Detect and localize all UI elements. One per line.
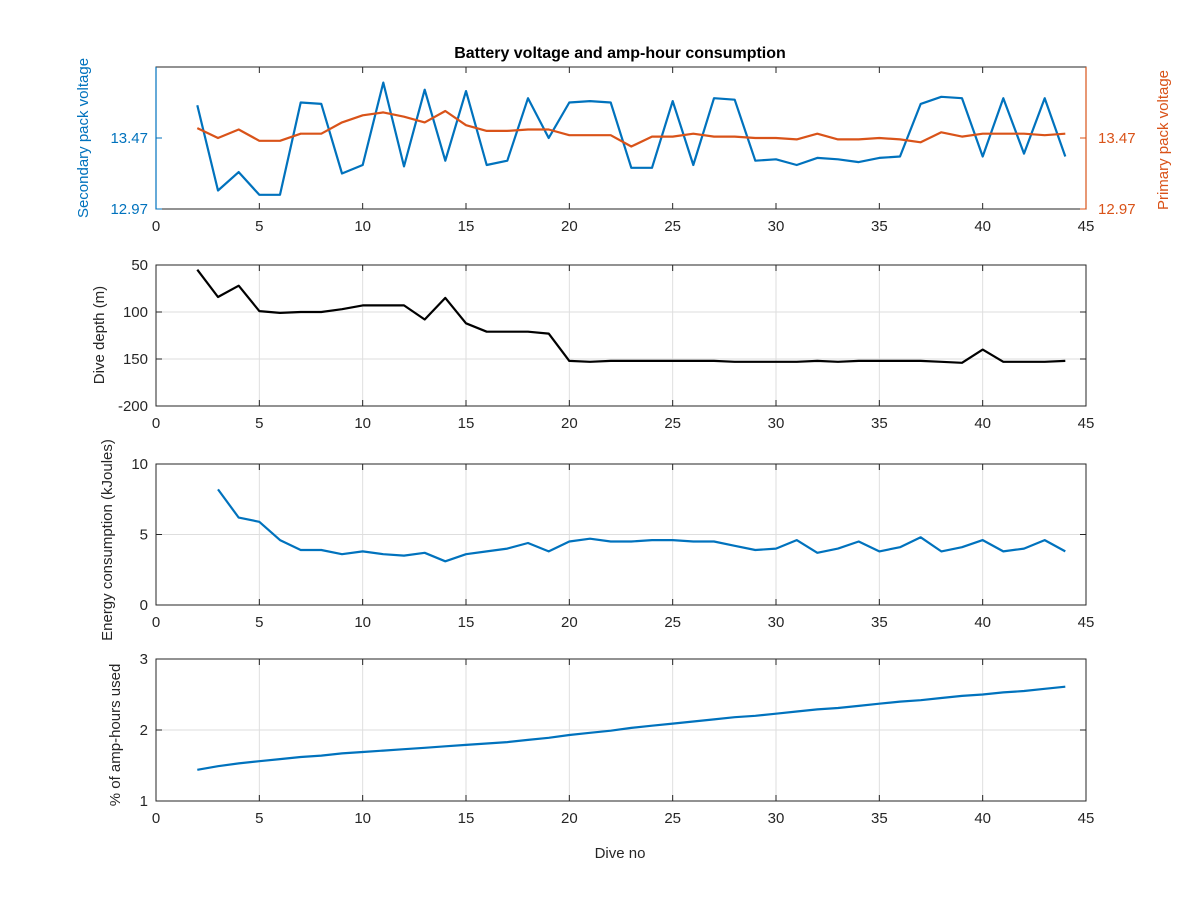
dive-depth-subplot: 0 5 10 15 20 25 30 35 40 45 50 100 150 -200 <box>118 257 1094 432</box>
series-line-2 <box>196 109 1066 148</box>
energy-y-axis-label: Energy consumption (kJoules) <box>99 439 116 641</box>
x-tick-label: 25 <box>664 614 681 631</box>
axes-box <box>155 264 1087 407</box>
x-tick-label: 15 <box>458 810 475 827</box>
x-tick-label: 20 <box>561 218 578 235</box>
x-tick-label: 45 <box>1078 810 1095 827</box>
amp-hours-y-axis-label: % of amp-hours used <box>107 664 124 807</box>
right-y-tick-label: 13.47 <box>1098 130 1136 147</box>
x-tick-label: 30 <box>768 614 785 631</box>
y-tick-label: 2 <box>140 722 148 739</box>
x-tick-label: 35 <box>871 415 888 432</box>
right-y-tick-label: 12.97 <box>1098 201 1136 218</box>
x-tick-label: 40 <box>974 218 991 235</box>
y-tick-label: 10 <box>131 456 148 473</box>
x-tick-label: 40 <box>974 614 991 631</box>
y-tick-label: 0 <box>140 597 148 614</box>
y-tick-label: 1 <box>140 793 148 810</box>
x-tick-label: 10 <box>354 218 371 235</box>
x-tick-label: 25 <box>664 415 681 432</box>
x-tick-label: 20 <box>561 810 578 827</box>
x-tick-label: 10 <box>354 415 371 432</box>
amp-hours-subplot: 0 5 10 15 20 25 30 35 40 45 1 2 3 <box>140 651 1095 827</box>
x-tick-label: 15 <box>458 415 475 432</box>
x-tick-label: 40 <box>974 810 991 827</box>
x-tick-label: 45 <box>1078 218 1095 235</box>
y-tick-label: 3 <box>140 651 148 668</box>
series-line-1 <box>196 269 1066 364</box>
x-tick-label: 0 <box>152 810 160 827</box>
y-tick-label: 50 <box>131 257 148 274</box>
depth-y-axis-label: Dive depth (m) <box>91 286 108 384</box>
x-tick-label: 30 <box>768 810 785 827</box>
x-tick-label: 40 <box>974 415 991 432</box>
x-tick-label: 10 <box>354 810 371 827</box>
x-tick-label: 5 <box>255 218 263 235</box>
y-tick-label: 5 <box>140 527 148 544</box>
y-tick-label: -200 <box>118 398 148 415</box>
series-line-1 <box>197 685 1066 771</box>
y-tick-label: 100 <box>123 304 148 321</box>
chart-title: Battery voltage and amp-hour consumption <box>454 45 786 62</box>
x-tick-label: 20 <box>561 614 578 631</box>
x-tick-label: 25 <box>664 810 681 827</box>
x-tick-label: 0 <box>152 415 160 432</box>
y-tick-label: 12.97 <box>110 201 148 218</box>
y-tick-label: 150 <box>123 351 148 368</box>
x-tick-label: 20 <box>561 415 578 432</box>
x-tick-label: 0 <box>152 614 160 631</box>
series-line-1 <box>196 81 1067 196</box>
x-tick-label: 15 <box>458 614 475 631</box>
x-tick-label: 45 <box>1078 415 1095 432</box>
y-tick-label: 13.47 <box>110 130 148 147</box>
x-tick-label: 15 <box>458 218 475 235</box>
x-tick-label: 30 <box>768 415 785 432</box>
x-tick-label: 10 <box>354 614 371 631</box>
series-line-1 <box>217 488 1066 563</box>
x-tick-label: 30 <box>768 218 785 235</box>
right-y-axis-label: Primary pack voltage <box>1155 70 1172 210</box>
x-tick-label: 0 <box>152 218 160 235</box>
x-tick-label: 35 <box>871 614 888 631</box>
x-tick-label: 45 <box>1078 614 1095 631</box>
x-tick-label: 35 <box>871 218 888 235</box>
x-tick-label: 35 <box>871 810 888 827</box>
left-y-axis-label: Secondary pack voltage <box>75 58 92 218</box>
x-tick-label: 5 <box>255 415 263 432</box>
x-tick-label: 5 <box>255 614 263 631</box>
x-axis-label: Dive no <box>595 845 646 862</box>
x-tick-label: 25 <box>664 218 681 235</box>
x-tick-label: 5 <box>255 810 263 827</box>
energy-consumption-subplot: 0 5 10 15 20 25 30 35 40 45 0 5 10 <box>131 456 1094 631</box>
